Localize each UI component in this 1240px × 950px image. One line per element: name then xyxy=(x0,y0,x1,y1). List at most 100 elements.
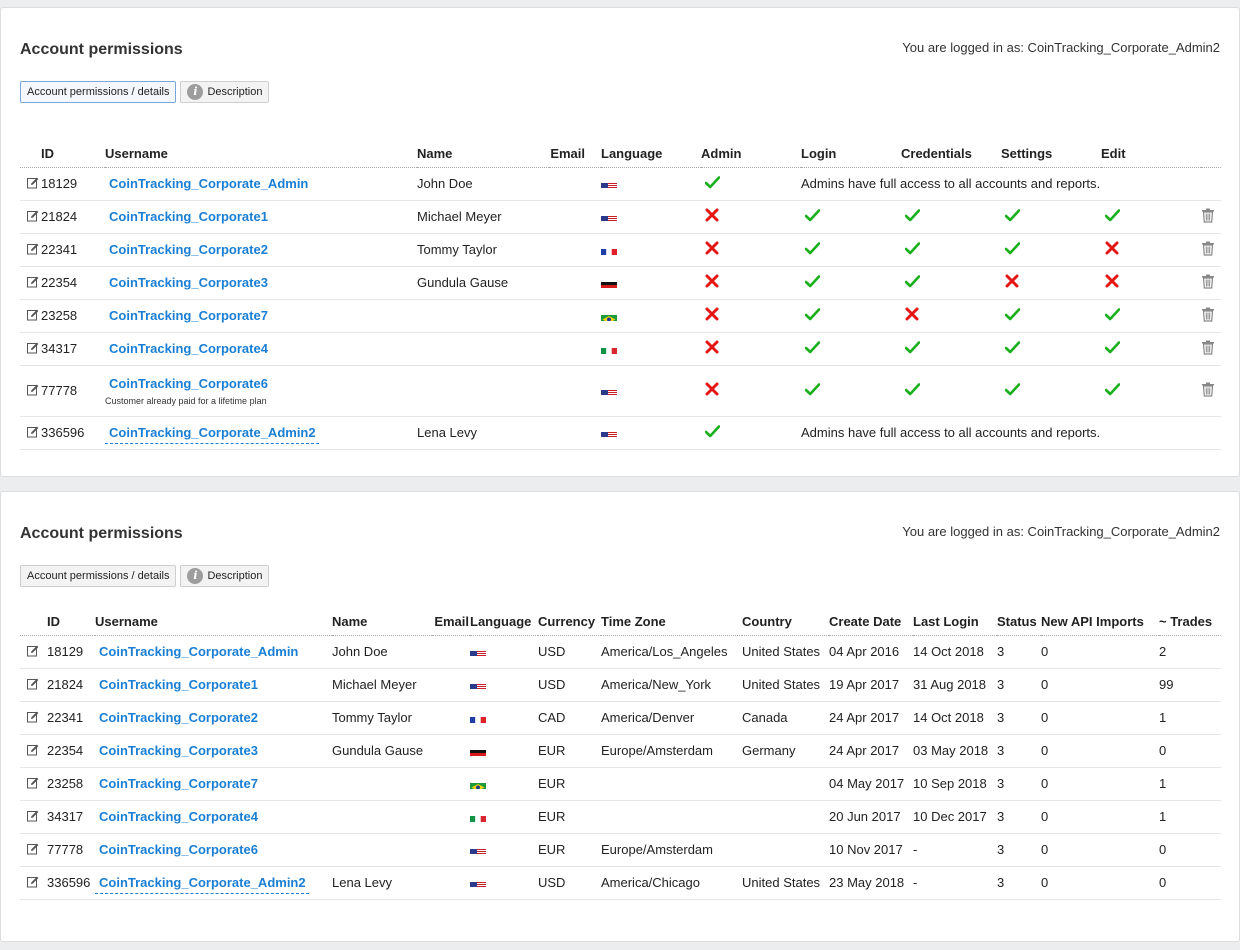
username-link[interactable]: CoinTracking_Corporate1 xyxy=(99,677,258,692)
col-header-name[interactable]: Name xyxy=(332,608,432,636)
col-header-currency[interactable]: Currency xyxy=(538,608,601,636)
flag-us-icon xyxy=(601,180,617,190)
create-date-value: 10 Nov 2017 xyxy=(829,842,903,857)
col-header-status[interactable]: Status xyxy=(997,608,1041,636)
col-header-name[interactable]: Name xyxy=(417,140,549,168)
username-link[interactable]: CoinTracking_Corporate6 xyxy=(109,375,268,391)
edit-icon[interactable] xyxy=(27,810,39,822)
cell-credentials[interactable] xyxy=(901,332,1001,366)
cell-login[interactable] xyxy=(801,332,901,366)
edit-icon[interactable] xyxy=(27,678,39,690)
username-link[interactable]: CoinTracking_Corporate_Admin xyxy=(109,176,309,191)
username-link[interactable]: CoinTracking_Corporate3 xyxy=(99,743,258,758)
tab-description[interactable]: i Description xyxy=(180,81,270,103)
cell-edit[interactable] xyxy=(1101,266,1201,300)
cell-email xyxy=(432,800,470,834)
trash-icon[interactable] xyxy=(1201,382,1215,397)
account-name: Michael Meyer xyxy=(332,677,417,692)
account-id: 336596 xyxy=(41,425,85,440)
edit-icon[interactable] xyxy=(27,876,39,888)
cell-credentials[interactable] xyxy=(901,200,1001,234)
username-link[interactable]: CoinTracking_Corporate7 xyxy=(99,776,258,791)
cell-credentials[interactable] xyxy=(901,299,1001,333)
cell-login[interactable] xyxy=(801,233,901,267)
edit-icon[interactable] xyxy=(27,309,39,321)
admin-note: Admins have full access to all accounts … xyxy=(801,425,1101,440)
trash-icon[interactable] xyxy=(1201,307,1215,322)
username-link[interactable]: CoinTracking_Corporate4 xyxy=(109,341,268,356)
edit-icon[interactable] xyxy=(27,210,39,222)
username-link[interactable]: CoinTracking_Corporate4 xyxy=(99,809,258,824)
cell-settings[interactable] xyxy=(1001,200,1101,234)
edit-icon[interactable] xyxy=(27,744,39,756)
create-date-value: 23 May 2018 xyxy=(829,875,905,890)
info-icon: i xyxy=(187,84,204,100)
col-header-language[interactable]: Language xyxy=(470,608,538,636)
username-link[interactable]: CoinTracking_Corporate_Admin2 xyxy=(95,875,309,894)
cell-id: 23258 xyxy=(20,767,95,801)
cell-settings[interactable] xyxy=(1001,299,1101,333)
cell-edit[interactable] xyxy=(1101,299,1201,333)
trash-icon[interactable] xyxy=(1201,241,1215,256)
col-header-username[interactable]: Username xyxy=(95,608,332,636)
col-header-edit[interactable]: Edit xyxy=(1101,140,1201,168)
edit-icon[interactable] xyxy=(27,843,39,855)
cell-login[interactable] xyxy=(801,365,901,417)
col-header-email[interactable]: Email xyxy=(432,608,470,636)
cell-edit[interactable] xyxy=(1101,365,1201,417)
col-header-last-login[interactable]: Last Login xyxy=(913,608,997,636)
cell-login[interactable] xyxy=(801,200,901,234)
col-header-id[interactable]: ID xyxy=(20,608,95,636)
cell-edit[interactable] xyxy=(1101,200,1201,234)
cell-settings[interactable] xyxy=(1001,266,1101,300)
username-link[interactable]: CoinTracking_Corporate7 xyxy=(109,308,268,323)
edit-icon[interactable] xyxy=(27,711,39,723)
edit-icon[interactable] xyxy=(27,243,39,255)
cell-login[interactable] xyxy=(801,266,901,300)
cell-settings[interactable] xyxy=(1001,233,1101,267)
col-header-trades[interactable]: ~ Trades xyxy=(1159,608,1221,636)
col-header-username[interactable]: Username xyxy=(105,140,417,168)
cell-edit[interactable] xyxy=(1101,233,1201,267)
edit-icon[interactable] xyxy=(27,342,39,354)
username-link[interactable]: CoinTracking_Corporate2 xyxy=(99,710,258,725)
username-link[interactable]: CoinTracking_Corporate1 xyxy=(109,209,268,224)
col-header-timezone[interactable]: Time Zone xyxy=(601,608,742,636)
edit-icon[interactable] xyxy=(27,384,39,396)
col-header-admin[interactable]: Admin xyxy=(701,140,801,168)
col-header-login[interactable]: Login xyxy=(801,140,901,168)
tab-description[interactable]: i Description xyxy=(180,565,270,587)
col-header-email[interactable]: Email xyxy=(549,140,601,168)
edit-icon[interactable] xyxy=(27,645,39,657)
username-link[interactable]: CoinTracking_Corporate2 xyxy=(109,242,268,257)
trash-icon[interactable] xyxy=(1201,340,1215,355)
edit-icon[interactable] xyxy=(27,177,39,189)
username-link[interactable]: CoinTracking_Corporate_Admin2 xyxy=(105,425,319,444)
col-header-country[interactable]: Country xyxy=(742,608,829,636)
cell-api-imports: 0 xyxy=(1041,635,1159,669)
col-header-api-imports[interactable]: New API Imports xyxy=(1041,608,1159,636)
username-link[interactable]: CoinTracking_Corporate_Admin xyxy=(99,644,299,659)
tab-account-details[interactable]: Account permissions / details xyxy=(20,81,177,103)
edit-icon[interactable] xyxy=(27,777,39,789)
col-header-create-date[interactable]: Create Date xyxy=(829,608,913,636)
trash-icon[interactable] xyxy=(1201,208,1215,223)
cell-settings[interactable] xyxy=(1001,332,1101,366)
cell-credentials[interactable] xyxy=(901,365,1001,417)
cell-login[interactable] xyxy=(801,299,901,333)
username-link[interactable]: CoinTracking_Corporate6 xyxy=(99,842,258,857)
cell-edit[interactable] xyxy=(1101,332,1201,366)
col-header-language[interactable]: Language xyxy=(601,140,701,168)
cell-credentials[interactable] xyxy=(901,266,1001,300)
cell-credentials[interactable] xyxy=(901,233,1001,267)
edit-icon[interactable] xyxy=(27,426,39,438)
username-link[interactable]: CoinTracking_Corporate3 xyxy=(109,275,268,290)
trash-icon[interactable] xyxy=(1201,274,1215,289)
cell-timezone: America/Chicago xyxy=(601,866,742,900)
col-header-id[interactable]: ID xyxy=(20,140,105,168)
tab-account-details[interactable]: Account permissions / details xyxy=(20,565,177,587)
col-header-credentials[interactable]: Credentials xyxy=(901,140,1001,168)
cell-settings[interactable] xyxy=(1001,365,1101,417)
col-header-settings[interactable]: Settings xyxy=(1001,140,1101,168)
edit-icon[interactable] xyxy=(27,276,39,288)
